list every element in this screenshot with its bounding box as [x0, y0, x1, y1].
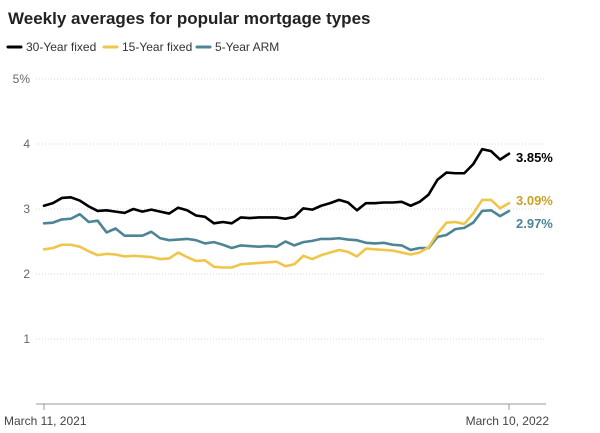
- end-value-label: 2.97%: [516, 216, 553, 231]
- legend-label: 5-Year ARM: [215, 40, 279, 54]
- chart-title: Weekly averages for popular mortgage typ…: [8, 9, 370, 28]
- end-labels: 3.85% 3.09% 2.97%: [516, 150, 553, 231]
- y-tick-label: 2: [23, 267, 30, 281]
- end-value-label: 3.85%: [516, 150, 553, 165]
- y-tick-label: 4: [23, 137, 30, 151]
- x-tick-label-start: March 11, 2021: [4, 414, 87, 428]
- y-axis-ticks: 1 2 3 4 5%: [13, 72, 31, 346]
- legend-label: 30-Year fixed: [26, 40, 96, 54]
- x-tick-label-end: March 10, 2022: [466, 414, 550, 428]
- gridlines: [36, 78, 546, 340]
- x-axis: March 11, 2021 March 10, 2022: [4, 403, 550, 428]
- series-line: [42, 147, 511, 225]
- y-tick-label: 5%: [13, 72, 31, 86]
- series-line: [42, 198, 511, 269]
- series-lines: [42, 147, 511, 269]
- y-tick-label: 1: [23, 332, 30, 346]
- y-tick-label: 3: [23, 202, 30, 216]
- legend-label: 15-Year fixed: [122, 40, 192, 54]
- legend: 30-Year fixed 15-Year fixed 5-Year ARM: [6, 40, 279, 54]
- end-value-label: 3.09%: [516, 193, 553, 208]
